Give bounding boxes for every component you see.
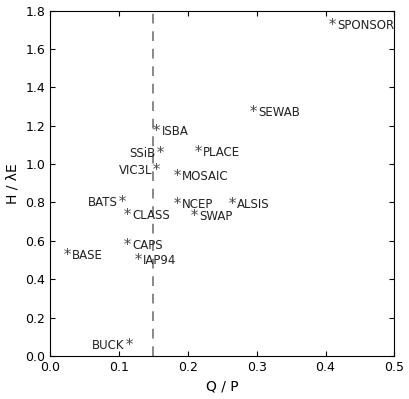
Text: *: * [248, 105, 257, 120]
Text: ALSIS: ALSIS [237, 198, 270, 211]
Text: VIC3L: VIC3L [118, 164, 152, 177]
Text: *: * [124, 338, 133, 353]
Text: *: * [117, 195, 126, 210]
Text: *: * [327, 18, 336, 34]
Text: *: * [173, 197, 182, 212]
Text: CLASS: CLASS [133, 209, 170, 222]
Text: IAP94: IAP94 [143, 253, 176, 267]
Text: MOSAIC: MOSAIC [182, 170, 228, 183]
Text: BUCK: BUCK [92, 339, 124, 352]
Text: CAPS: CAPS [133, 239, 163, 252]
Text: SSiB: SSiB [129, 147, 155, 160]
Text: *: * [63, 248, 72, 263]
Text: BASE: BASE [72, 249, 103, 262]
Text: *: * [155, 146, 164, 161]
Text: *: * [193, 145, 202, 160]
Text: ISBA: ISBA [161, 125, 188, 138]
Text: BATS: BATS [88, 196, 117, 209]
Text: SEWAB: SEWAB [257, 106, 299, 119]
Text: *: * [173, 169, 182, 184]
Text: *: * [190, 209, 199, 224]
Text: *: * [123, 208, 132, 223]
Y-axis label: H / λE: H / λE [6, 163, 20, 203]
Text: *: * [123, 238, 132, 253]
Text: SPONSOR: SPONSOR [337, 20, 393, 32]
Text: *: * [227, 197, 236, 212]
Text: PLACE: PLACE [202, 146, 239, 159]
Text: NCEP: NCEP [182, 198, 213, 211]
Text: *: * [152, 163, 161, 178]
X-axis label: Q / P: Q / P [205, 379, 238, 393]
Text: SWAP: SWAP [199, 210, 232, 223]
Text: *: * [152, 124, 161, 139]
Text: *: * [133, 253, 142, 268]
